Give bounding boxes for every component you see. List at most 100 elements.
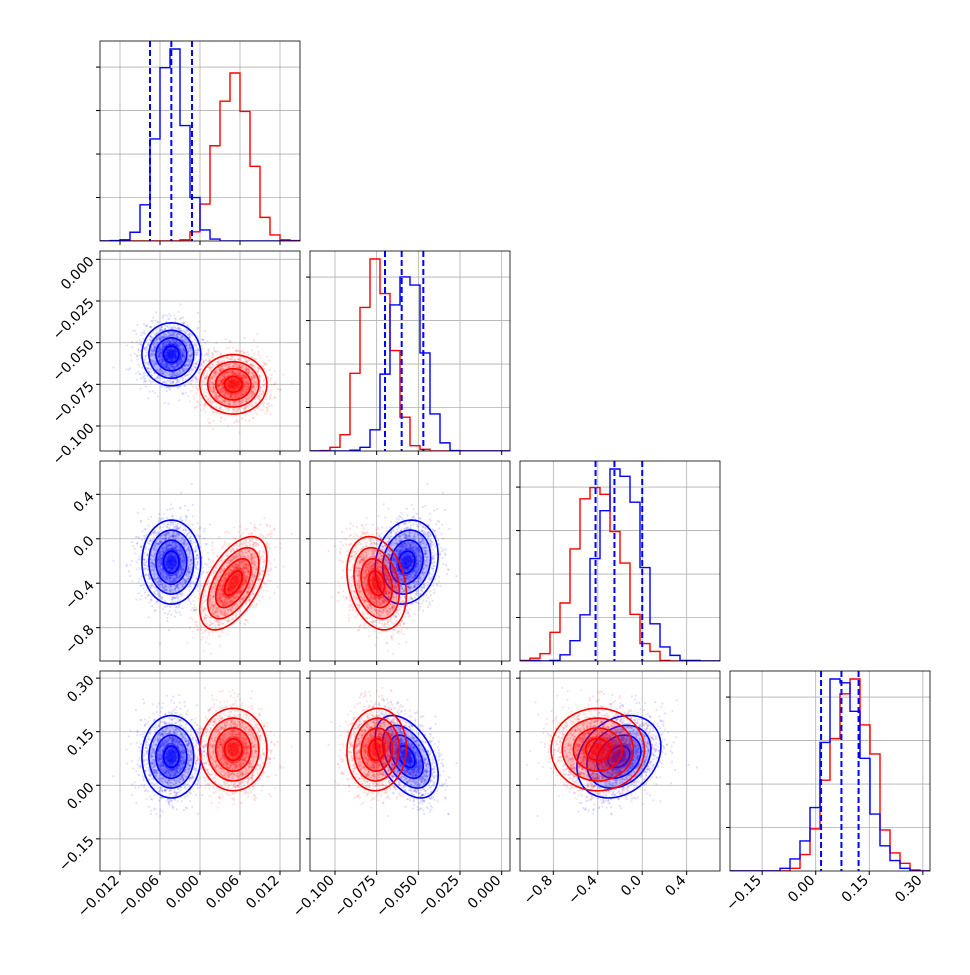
scatter-point	[268, 360, 270, 362]
scatter-point	[206, 397, 208, 399]
scatter-point	[257, 408, 259, 410]
scatter-point	[168, 380, 170, 382]
scatter-point	[187, 371, 189, 373]
scatter-point	[174, 610, 176, 612]
scatter-point	[140, 341, 142, 343]
scatter-point	[188, 589, 190, 591]
scatter-point	[212, 364, 214, 366]
scatter-point	[169, 379, 171, 381]
scatter-point	[192, 504, 194, 506]
scatter-point	[204, 330, 206, 332]
scatter-point	[138, 578, 140, 580]
scatter-point	[150, 539, 152, 541]
scatter-point	[211, 352, 213, 354]
scatter-point	[143, 587, 145, 589]
scatter-point	[266, 356, 268, 358]
scatter-point	[149, 391, 151, 393]
scatter-point	[190, 383, 192, 385]
scatter-point	[187, 334, 189, 336]
scatter-point	[175, 318, 177, 320]
scatter-point	[155, 602, 157, 604]
scatter-point	[137, 371, 139, 373]
scatter-point	[227, 425, 229, 427]
scatter-point	[168, 629, 170, 631]
scatter-point	[188, 373, 190, 375]
scatter-point	[213, 347, 215, 349]
scatter-point	[235, 349, 237, 351]
scatter-point	[137, 581, 139, 583]
scatter-point	[192, 369, 194, 371]
scatter-point	[183, 321, 185, 323]
scatter-point	[247, 354, 249, 356]
scatter-point	[152, 539, 154, 541]
scatter-point	[232, 347, 234, 349]
scatter-point	[219, 413, 221, 415]
scatter-point	[187, 509, 189, 511]
scatter-point	[270, 394, 272, 396]
scatter-point	[172, 508, 174, 510]
scatter-point	[141, 367, 143, 369]
scatter-point	[163, 381, 165, 383]
scatter-point	[179, 506, 181, 508]
scatter-point	[184, 505, 186, 507]
scatter-point	[197, 349, 199, 351]
scatter-point	[269, 369, 271, 371]
scatter-point	[193, 541, 195, 543]
scatter-point	[269, 397, 271, 399]
scatter-point	[211, 549, 213, 551]
scatter-point	[163, 513, 165, 515]
histogram-panel-1	[306, 251, 510, 455]
scatter-point	[213, 412, 215, 414]
scatter-point	[152, 381, 154, 383]
scatter-point	[138, 567, 140, 569]
scatter-point	[203, 537, 205, 539]
scatter-point	[164, 402, 166, 404]
scatter-point	[188, 382, 190, 384]
scatter-point	[282, 373, 284, 375]
scatter-point	[266, 363, 268, 365]
scatter-point	[253, 339, 255, 341]
scatter-point	[182, 316, 184, 318]
scatter-point	[178, 611, 180, 613]
scatter-point	[140, 520, 142, 522]
scatter-point	[145, 561, 147, 563]
scatter-point	[271, 374, 273, 376]
scatter-point	[193, 575, 195, 577]
scatter-point	[177, 387, 179, 389]
scatter-point	[177, 523, 179, 525]
scatter-point	[162, 317, 164, 319]
scatter-point	[146, 353, 148, 355]
scatter-point	[244, 408, 246, 410]
scatter-point	[262, 385, 264, 387]
scatter-point	[274, 397, 276, 399]
scatter-point	[254, 403, 256, 405]
scatter-point	[185, 519, 187, 521]
scatter-point	[170, 524, 172, 526]
scatter-point	[259, 393, 261, 395]
scatter-point	[158, 520, 160, 522]
scatter-point	[196, 379, 198, 381]
scatter-point	[148, 616, 150, 618]
scatter-point	[166, 326, 168, 328]
scatter-point	[260, 409, 262, 411]
scatter-point	[142, 375, 144, 377]
y-tick-label: −0.050	[50, 337, 98, 385]
scatter-point	[162, 315, 164, 317]
scatter-point	[136, 568, 138, 570]
histogram-red	[310, 259, 510, 451]
scatter-point	[198, 372, 200, 374]
scatter-point	[179, 378, 181, 380]
scatter-point	[264, 363, 266, 365]
scatter-point	[167, 403, 169, 405]
scatter-point	[204, 528, 206, 530]
scatter-point	[112, 366, 114, 368]
scatter-point	[187, 395, 189, 397]
scatter-point	[209, 365, 211, 367]
scatter-point	[270, 413, 272, 415]
scatter-point	[198, 321, 200, 323]
scatter-point	[204, 384, 206, 386]
scatter-point	[204, 342, 206, 344]
scatter-point	[144, 332, 146, 334]
scatter-point	[138, 343, 140, 345]
